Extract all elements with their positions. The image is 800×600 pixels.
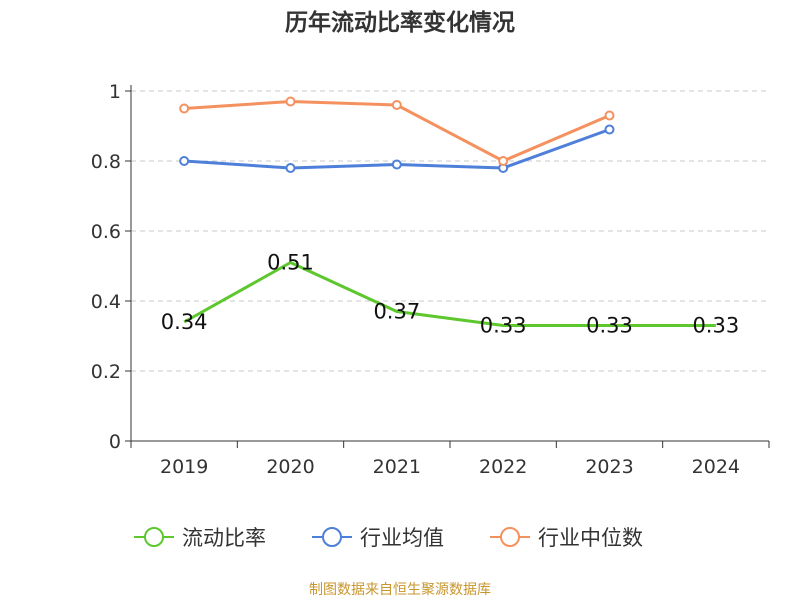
data-label: 0.33	[480, 314, 527, 338]
data-point	[179, 156, 190, 166]
axes: 0 0.2 0.4 0.6 0.8 1 2019 2020 2021 2022 2023 2024	[91, 81, 770, 478]
data-point	[285, 96, 296, 107]
legend-item[interactable]: 行业均值	[312, 526, 444, 550]
legend-item[interactable]: 行业中位数	[490, 526, 643, 550]
chart-title: 历年流动比率变化情况	[285, 10, 515, 36]
series-line	[183, 261, 716, 327]
legend-marker	[322, 527, 342, 547]
x-tick-label: 2023	[585, 456, 633, 478]
y-tick-label: 0.6	[91, 221, 121, 243]
legend-label: 行业中位数	[538, 526, 643, 550]
data-label: 0.33	[692, 314, 739, 338]
gridlines	[131, 90, 769, 372]
data-point	[391, 100, 402, 110]
y-tick-label: 0.8	[91, 151, 121, 173]
source-note: 制图数据来自恒生聚源数据库	[309, 582, 491, 598]
y-tick-label: 0.2	[91, 361, 121, 383]
x-tick-label: 2021	[373, 456, 421, 478]
data-label: 0.33	[586, 314, 633, 338]
y-tick-label: 1	[109, 81, 121, 103]
x-tick-label: 2024	[692, 456, 740, 478]
legend-marker	[500, 527, 520, 547]
data-point	[179, 103, 190, 114]
data-label: 0.51	[267, 251, 314, 275]
x-tick-label: 2019	[160, 456, 208, 478]
data-point	[285, 163, 296, 173]
y-tick-label: 0	[109, 431, 121, 453]
legend-label: 流动比率	[182, 526, 266, 550]
y-tick-label: 0.4	[91, 291, 121, 313]
legend-marker	[144, 527, 164, 547]
x-tick-label: 2022	[479, 456, 527, 478]
data-label: 0.37	[373, 300, 420, 324]
data-point	[604, 124, 615, 135]
data-point	[391, 159, 402, 170]
legend-item[interactable]: 流动比率	[134, 526, 266, 550]
data-point	[604, 110, 615, 121]
legend-label: 行业均值	[360, 526, 444, 550]
data-point	[498, 156, 509, 166]
legend: 流动比率 行业均值 行业中位数	[134, 526, 643, 550]
x-tick-label: 2020	[266, 456, 314, 478]
series-lines	[179, 96, 716, 327]
data-labels: 0.34 0.51 0.37 0.33 0.33 0.33	[161, 251, 739, 338]
data-label: 0.34	[161, 310, 208, 334]
